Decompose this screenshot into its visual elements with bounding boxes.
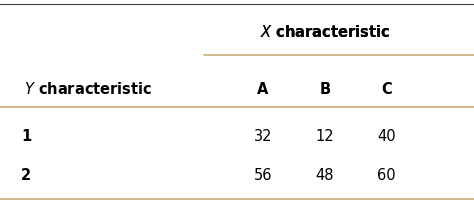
Text: A: A [257,81,269,96]
Text: 40: 40 [377,128,396,143]
Text: 2: 2 [21,167,31,182]
Text: 48: 48 [315,167,334,182]
Text: B: B [319,81,330,96]
Text: 60: 60 [377,167,396,182]
Text: 1: 1 [21,128,31,143]
Text: 12: 12 [315,128,334,143]
Text: 56: 56 [254,167,273,182]
Text: 32: 32 [254,128,273,143]
Text: $\mathit{Y}$ characteristic: $\mathit{Y}$ characteristic [24,81,152,97]
Text: C: C [381,81,392,96]
Text: $\mathit{X}$ characteristic: $\mathit{X}$ characteristic [260,24,390,40]
Text: $\mathit{X}$ characteristic: $\mathit{X}$ characteristic [260,24,390,40]
